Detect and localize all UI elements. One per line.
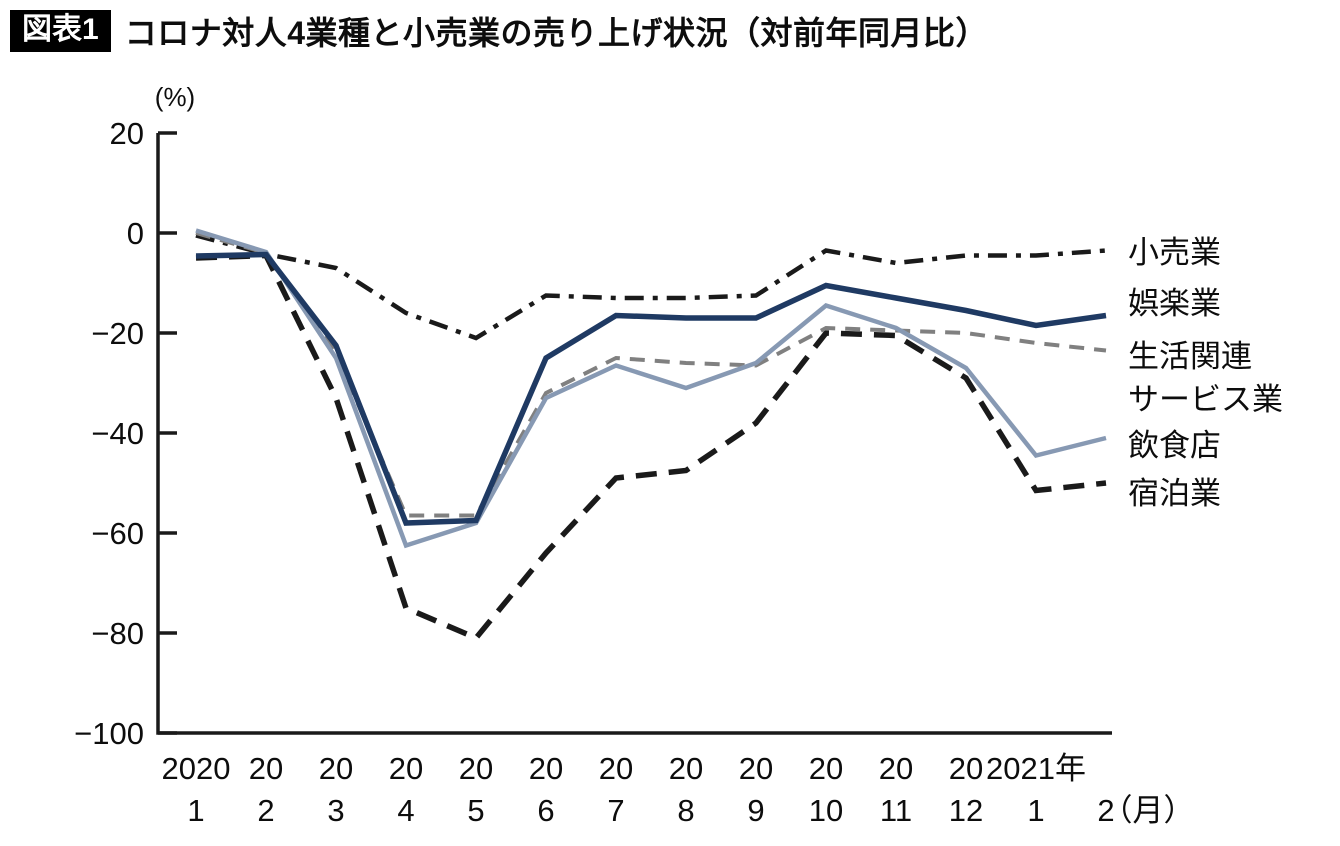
series-line-amusement xyxy=(195,251,1107,526)
axes xyxy=(156,133,1112,735)
y-tick-label: 20 xyxy=(110,116,144,151)
y-tick-label: −40 xyxy=(91,416,144,451)
x-month-label: 9 xyxy=(747,793,764,828)
y-axis-unit-label: (%) xyxy=(155,82,195,112)
legend-label-life-related-services: 生活関連 xyxy=(1128,339,1252,374)
x-year-label: 20 xyxy=(739,751,773,786)
y-tick-label: −20 xyxy=(91,316,144,351)
x-year-label: 20 xyxy=(599,751,633,786)
x-year-label: 20 xyxy=(879,751,913,786)
x-month-label: 11 xyxy=(880,793,912,828)
series-line-life-related-services xyxy=(195,231,1107,518)
y-tick-label: −60 xyxy=(91,516,144,551)
x-month-label: 3 xyxy=(327,793,344,828)
legend-label-restaurants: 飲食店 xyxy=(1128,428,1221,463)
legend-label-accommodations: 宿泊業 xyxy=(1128,476,1221,511)
x-year-label: 20 xyxy=(319,751,353,786)
figure-number-badge: 図表1 xyxy=(10,10,111,52)
series-line-restaurants xyxy=(195,228,1107,549)
y-tick-label: −80 xyxy=(91,616,144,651)
series-line-accommodations xyxy=(195,252,1107,642)
x-month-label: 2 xyxy=(1097,793,1114,828)
x-axis-unit-label: （月） xyxy=(1102,793,1195,828)
x-month-label: 12 xyxy=(949,793,983,828)
x-year-label: 20 xyxy=(669,751,703,786)
x-year-label: 20 xyxy=(529,751,563,786)
x-month-label: 2 xyxy=(257,793,274,828)
x-month-label: 6 xyxy=(537,793,554,828)
legend-label-retail: 小売業 xyxy=(1128,235,1221,270)
x-year-label: 20 xyxy=(949,751,983,786)
y-tick-label: −100 xyxy=(74,716,144,751)
x-year-label: 20 xyxy=(249,751,283,786)
x-year-label: 20 xyxy=(809,751,843,786)
x-year-label: 20 xyxy=(389,751,423,786)
chart-header: 図表1 コロナ対人4業種と小売業の売り上げ状況（対前年同月比） xyxy=(10,8,988,54)
x-month-label: 1 xyxy=(1027,793,1044,828)
legend-label-amusement: 娯楽業 xyxy=(1128,286,1221,321)
legend-label-life-related-services: サービス業 xyxy=(1128,382,1283,417)
x-year-label: 20 xyxy=(459,751,493,786)
x-month-label: 1 xyxy=(187,793,204,828)
x-year-label: 2020 xyxy=(162,751,231,786)
x-month-label: 8 xyxy=(677,793,694,828)
series-line-retail xyxy=(195,233,1107,341)
x-year-label: 2021年 xyxy=(986,751,1086,786)
x-month-label: 5 xyxy=(467,793,484,828)
y-tick-label: 0 xyxy=(127,216,144,251)
chart-title: コロナ対人4業種と小売業の売り上げ状況（対前年同月比） xyxy=(124,15,988,51)
x-month-label: 7 xyxy=(607,793,624,828)
x-month-label: 10 xyxy=(809,793,843,828)
x-month-label: 4 xyxy=(397,793,414,828)
